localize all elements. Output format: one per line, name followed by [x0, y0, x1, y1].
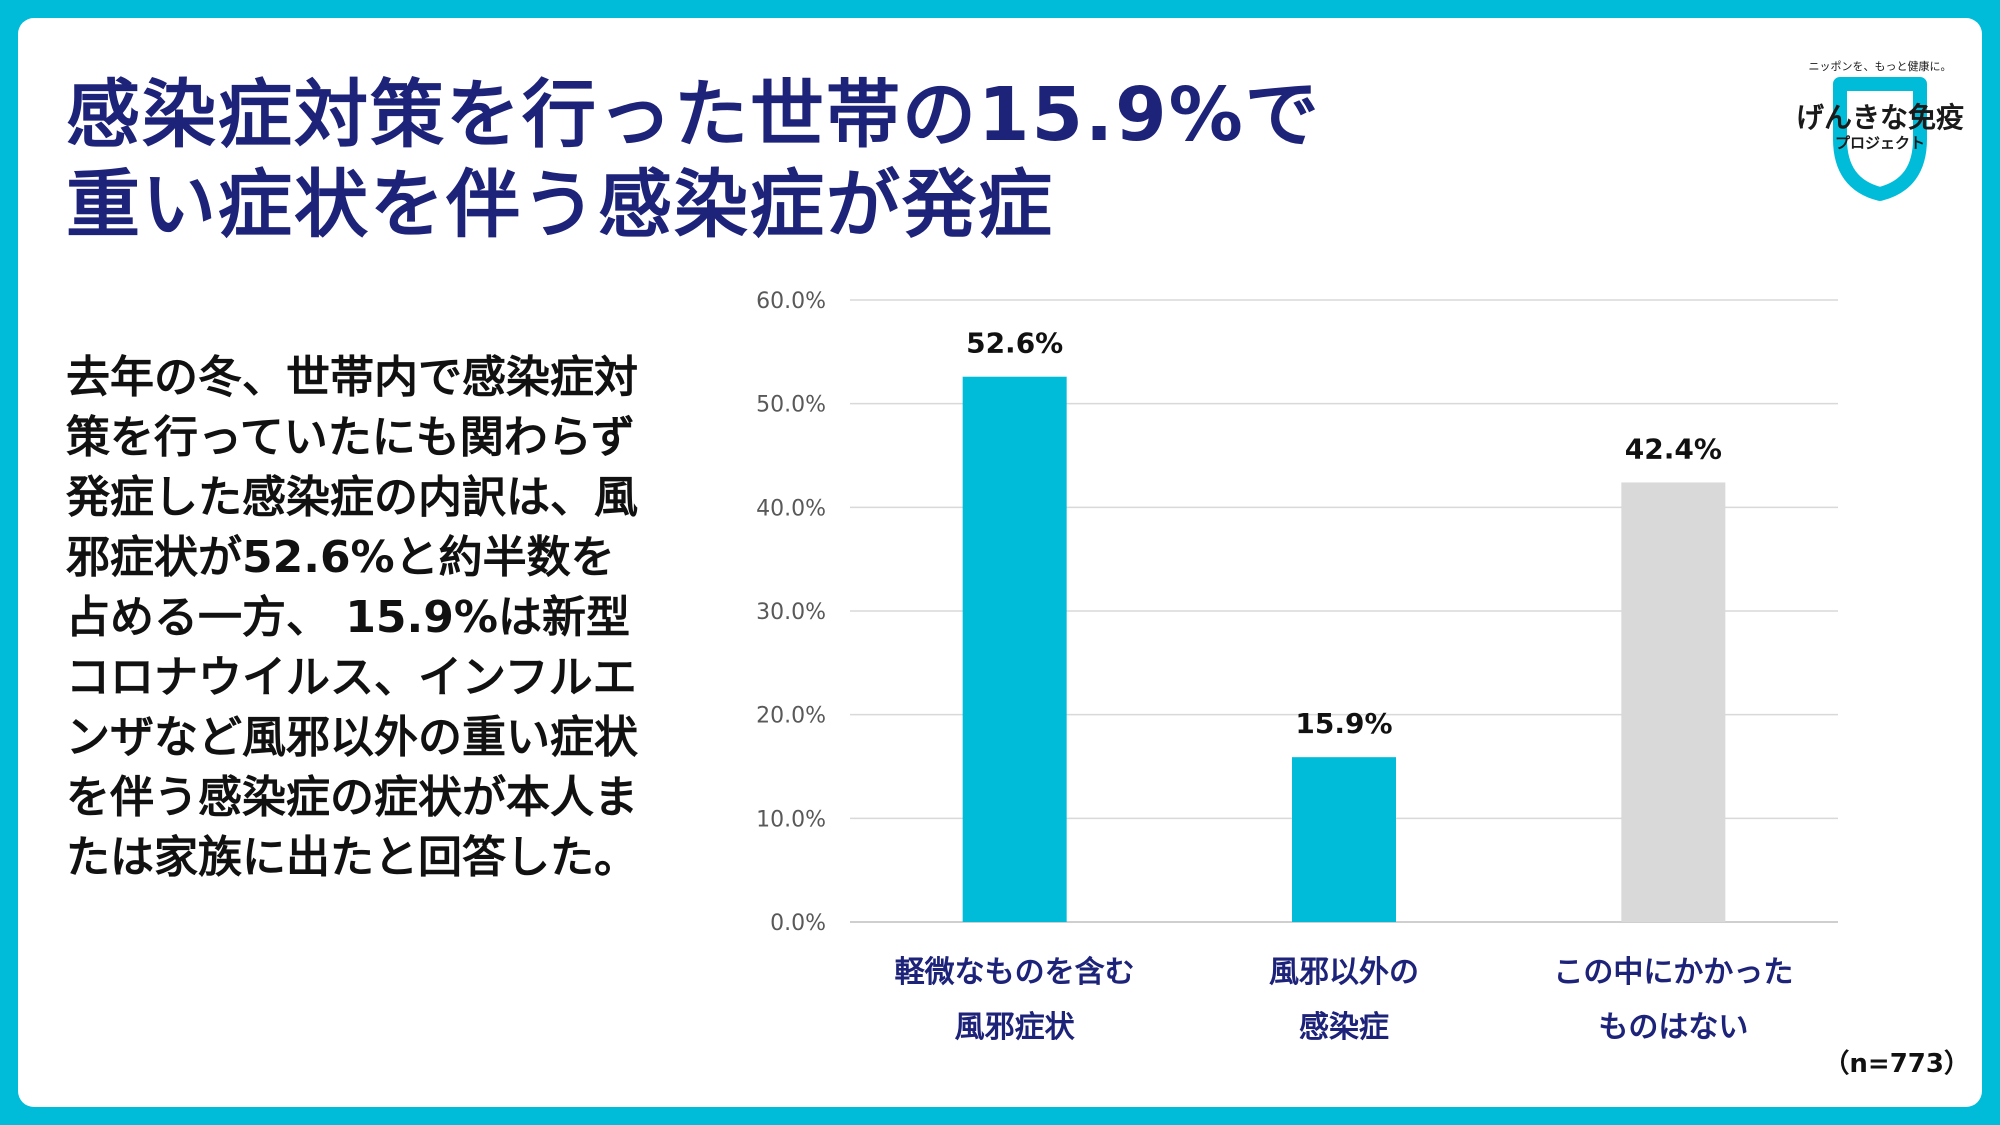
sample-size-label: （n=773）: [1823, 1049, 1970, 1079]
y-tick-label: 30.0%: [756, 600, 826, 625]
category-label: 軽微なものを含む: [895, 955, 1135, 990]
y-tick-label: 50.0%: [756, 393, 826, 418]
y-tick-label: 0.0%: [770, 911, 826, 936]
logo-tagline: ニッポンを、もっと健康に。: [1808, 60, 1952, 73]
category-label: 感染症: [1299, 1010, 1389, 1045]
y-tick-label: 40.0%: [756, 496, 826, 521]
category-label: 風邪症状: [955, 1010, 1076, 1045]
y-tick-label: 10.0%: [756, 807, 826, 832]
y-tick-label: 20.0%: [756, 704, 826, 729]
category-label: この中にかかった: [1553, 955, 1793, 990]
title-line-2: 重い症状を伴う感染症が発症: [66, 162, 1054, 248]
y-tick-label: 60.0%: [756, 289, 826, 314]
data-label: 42.4%: [1625, 432, 1722, 465]
logo-ring-icon: [1833, 77, 1927, 201]
description-text: 去年の冬、世帯内で感染症対策を行っていたにも関わらず発症した感染症の内訳は、風邪…: [66, 352, 638, 883]
bar: [962, 376, 1067, 922]
data-label: 15.9%: [1295, 707, 1392, 740]
project-logo: ニッポンを、もっと健康に。 げんきな免疫 プロジェクト: [1780, 44, 1980, 204]
bar: [1621, 482, 1726, 922]
slide-title: 感染症対策を行った世帯の15.9%で 重い症状を伴う感染症が発症: [66, 70, 1321, 250]
title-line-1: 感染症対策を行った世帯の15.9%で: [66, 72, 1321, 158]
logo-subname: プロジェクト: [1834, 134, 1925, 152]
data-label: 52.6%: [966, 327, 1063, 360]
logo-name: げんきな免疫: [1795, 101, 1964, 134]
category-label: 風邪以外の: [1269, 955, 1419, 990]
bar: [1292, 757, 1396, 922]
category-label: ものはない: [1598, 1010, 1748, 1045]
